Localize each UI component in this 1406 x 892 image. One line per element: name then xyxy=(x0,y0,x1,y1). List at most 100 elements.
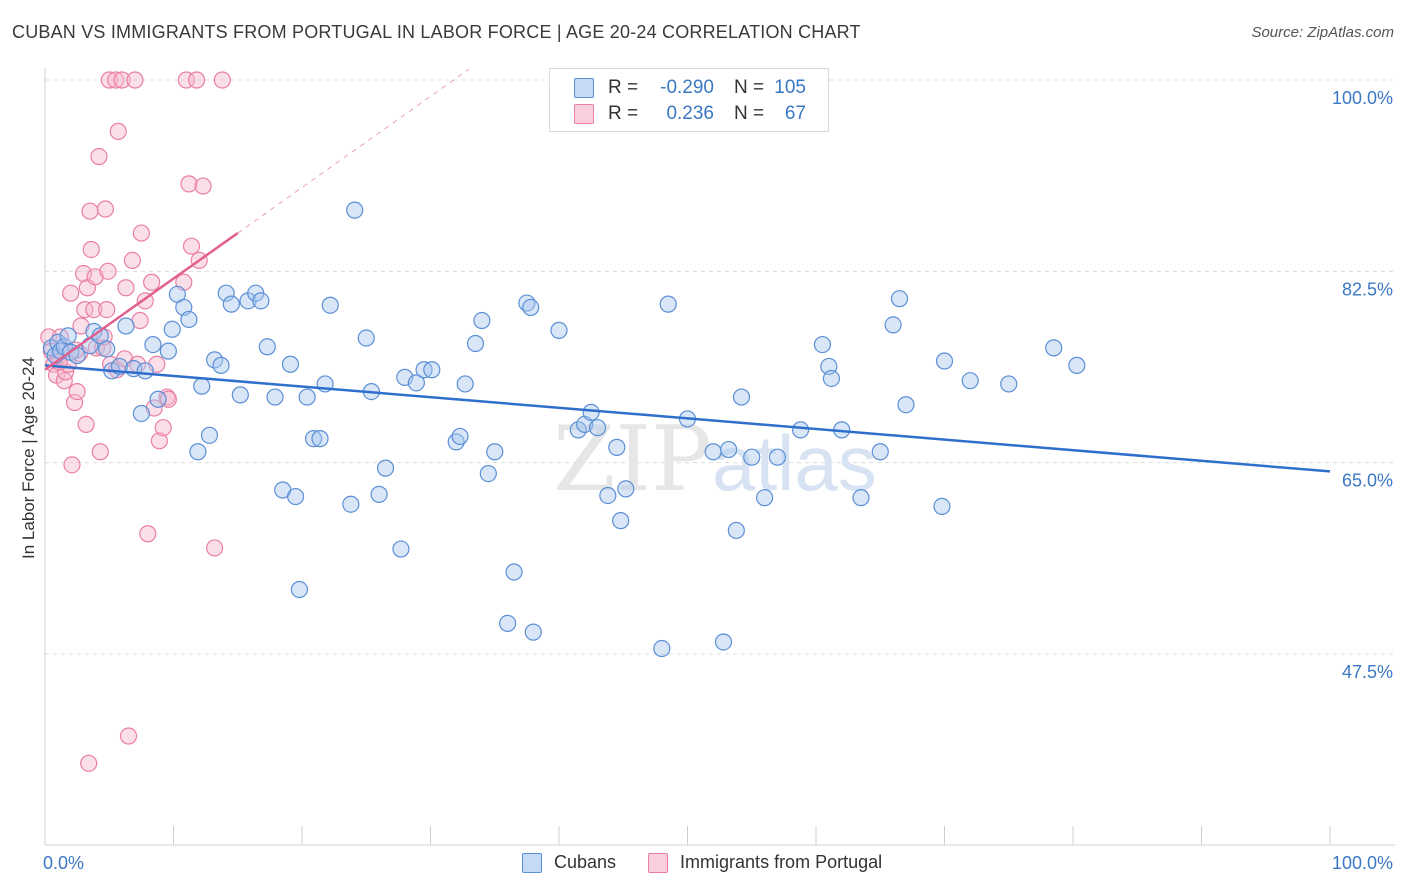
portugal-trend-extension xyxy=(237,68,470,234)
legend-row-cubans: R = -0.290 N = 105 xyxy=(574,76,806,100)
cuban-point xyxy=(599,486,617,505)
cuban-point xyxy=(180,310,198,329)
portugal-point xyxy=(154,419,172,437)
cuban-point xyxy=(653,639,671,658)
portugal-point xyxy=(100,71,118,89)
cuban-point xyxy=(392,540,410,558)
cuban-point xyxy=(266,388,284,406)
cuban-point xyxy=(884,316,902,334)
tick-labels: 47.5% 65.0% 82.5% 100.0% 0.0% 100.0% xyxy=(43,88,1393,873)
cuban-point xyxy=(281,355,300,373)
cuban-point xyxy=(890,290,909,308)
portugal-trend-line xyxy=(44,232,239,371)
cuban-point xyxy=(117,317,135,335)
cuban-point xyxy=(407,374,425,392)
legend-row-portugal: R = 0.236 N = 67 xyxy=(574,102,806,126)
cuban-point xyxy=(231,386,249,404)
portugal-point xyxy=(82,240,100,259)
n-label: N = xyxy=(734,103,765,124)
cuban-point xyxy=(290,580,309,599)
n-value: 67 xyxy=(784,103,806,124)
portugal-point xyxy=(65,393,84,412)
cuban-point xyxy=(132,404,150,423)
portugal-point xyxy=(90,147,108,166)
legend-item-portugal[interactable]: Immigrants from Portugal xyxy=(648,852,882,873)
legend-label-cubans: Cubans xyxy=(554,852,617,872)
cuban-point xyxy=(897,396,915,414)
stats-legend: R = -0.290 N = 105 R = 0.236 N = 67 xyxy=(549,68,829,132)
portugal-point xyxy=(86,268,104,286)
cuban-point xyxy=(346,201,364,219)
cuban-point xyxy=(704,443,722,461)
portugal-point xyxy=(96,200,114,218)
cuban-point xyxy=(714,633,733,651)
portugal-point xyxy=(109,122,127,140)
cuban-point xyxy=(376,459,395,477)
cuban-point xyxy=(286,487,305,506)
cuban-point xyxy=(466,334,485,353)
cuban-point xyxy=(612,512,630,530)
cuban-point xyxy=(743,448,761,466)
portugal-point xyxy=(107,71,125,89)
cuban-point xyxy=(617,480,635,498)
portugal-point xyxy=(81,202,99,220)
cuban-point xyxy=(813,335,832,354)
cuban-point xyxy=(486,443,504,461)
cubans-swatch xyxy=(574,78,594,98)
cuban-point xyxy=(933,497,951,515)
cuban-point xyxy=(755,489,774,507)
cuban-point xyxy=(727,521,745,540)
cuban-point xyxy=(298,388,316,406)
cuban-point xyxy=(144,335,162,354)
cuban-point xyxy=(212,356,230,374)
cuban-point xyxy=(456,375,474,393)
portugal-point xyxy=(213,71,231,89)
portugal-point xyxy=(145,399,163,417)
y-tick-label: 47.5% xyxy=(1342,662,1393,682)
n-value: 105 xyxy=(774,77,806,98)
cuban-point xyxy=(357,329,375,347)
cuban-point xyxy=(550,321,568,339)
portugal-point xyxy=(132,224,150,242)
cuban-point xyxy=(822,369,841,388)
cuban-point xyxy=(522,298,540,317)
cuban-point xyxy=(423,361,441,379)
cuban-point xyxy=(136,362,154,380)
x-tick-label: 0.0% xyxy=(43,853,84,873)
cuban-point xyxy=(871,443,889,461)
cuban-point xyxy=(1068,356,1086,374)
n-label: N = xyxy=(734,77,765,98)
y-axis-label: In Labor Force | Age 20-24 xyxy=(19,357,38,559)
r-label: R = xyxy=(608,103,639,124)
cuban-point xyxy=(200,426,219,444)
portugal-swatch xyxy=(574,104,594,124)
r-value: 0.236 xyxy=(666,103,714,124)
portugal-point xyxy=(72,317,90,335)
cuban-point xyxy=(451,427,469,446)
portugal-swatch xyxy=(648,852,669,873)
cuban-point xyxy=(311,430,329,448)
cuban-point xyxy=(149,390,167,408)
cuban-point xyxy=(791,421,810,439)
portugal-point xyxy=(206,539,224,557)
cuban-point xyxy=(524,623,542,641)
cuban-point xyxy=(258,338,276,356)
portugal-point xyxy=(117,279,135,297)
legend-item-cubans[interactable]: Cubans xyxy=(522,852,616,873)
cuban-point xyxy=(370,485,388,503)
cuban-point xyxy=(321,296,339,314)
portugal-point xyxy=(91,443,109,461)
portugal-point xyxy=(68,383,86,401)
source-label: Source: ZipAtlas.com xyxy=(1251,24,1394,41)
axes xyxy=(44,68,1395,846)
portugal-point xyxy=(80,754,98,772)
cuban-point xyxy=(59,327,77,345)
portugal-point xyxy=(188,71,206,89)
cuban-point xyxy=(342,495,360,513)
portugal-point xyxy=(62,284,80,302)
y-tick-label: 65.0% xyxy=(1342,471,1393,491)
cuban-point xyxy=(732,388,751,406)
cuban-point xyxy=(961,372,979,390)
cuban-point xyxy=(479,465,497,483)
trend-lines xyxy=(44,68,1331,473)
